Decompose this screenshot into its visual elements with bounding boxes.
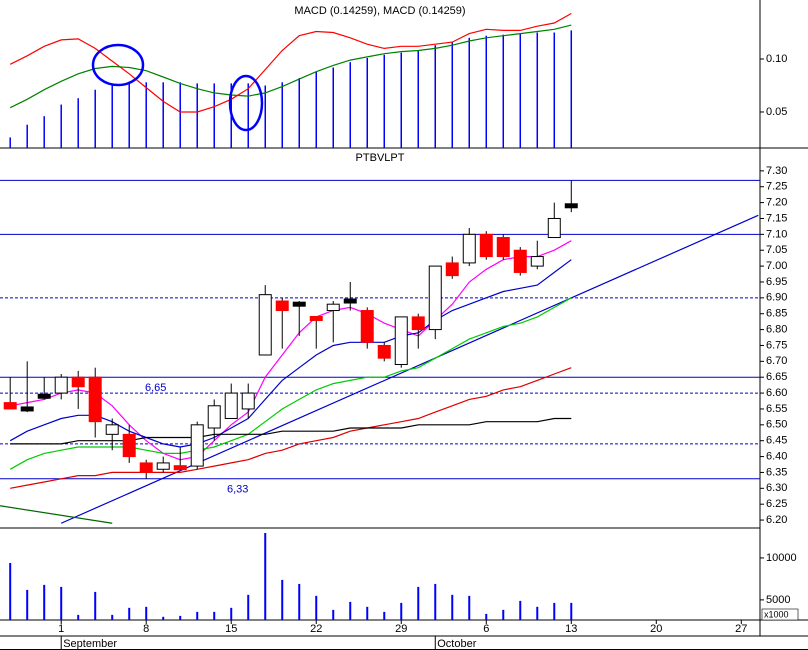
candle-body xyxy=(258,294,272,356)
y-tick-label: 6.25 xyxy=(766,498,787,510)
candle-body xyxy=(105,424,119,435)
volume-unit: x1000 xyxy=(764,609,789,619)
x-tick-label: 27 xyxy=(735,623,747,635)
y-tick-label: 6.60 xyxy=(766,387,787,399)
level-label: 6,65 xyxy=(145,382,166,394)
x-tick-label: 20 xyxy=(650,623,662,635)
y-tick-label: 0.05 xyxy=(766,106,787,118)
y-tick-label: 7.25 xyxy=(766,181,787,193)
y-tick-label: 6.75 xyxy=(766,339,787,351)
macd-line xyxy=(9,24,572,109)
x-tick-label: 29 xyxy=(395,623,407,635)
y-tick-label: 10000 xyxy=(766,552,797,564)
price-title: PTBVLPT xyxy=(356,152,405,164)
candle-body xyxy=(377,344,391,359)
level-label: 6,33 xyxy=(227,484,248,496)
candle-body xyxy=(292,301,306,307)
y-tick-label: 6.35 xyxy=(766,466,787,478)
x-tick-label: 1 xyxy=(58,623,64,635)
candle-body xyxy=(71,376,85,388)
trend-line xyxy=(0,505,113,524)
candle-body xyxy=(326,303,340,312)
candle-body xyxy=(3,402,17,410)
candle-body xyxy=(513,249,527,273)
x-tick-label: 6 xyxy=(483,623,489,635)
x-tick-label: 15 xyxy=(225,623,237,635)
y-tick-label: 7.05 xyxy=(766,244,787,256)
candle-body xyxy=(309,315,323,321)
candle-body xyxy=(224,392,238,419)
candle-body xyxy=(241,392,255,410)
candle-body xyxy=(428,265,442,331)
moving-average xyxy=(9,259,572,448)
month-label: September xyxy=(63,638,117,650)
y-tick-label: 6.95 xyxy=(766,276,787,288)
candle-body xyxy=(564,203,578,209)
candle-body xyxy=(37,393,51,399)
x-tick-label: 22 xyxy=(310,623,322,635)
y-tick-label: 7.15 xyxy=(766,212,787,224)
marks: 0.10 0.05 6.20 6.25 6.30 6.35 6.40 6.45 6.50 6.55… xyxy=(0,12,797,650)
candle-body xyxy=(462,233,476,264)
candle-body xyxy=(411,316,425,331)
candle-body xyxy=(139,462,153,473)
y-tick-label: 7.20 xyxy=(766,197,787,209)
candle-body xyxy=(360,310,374,343)
candle-body xyxy=(122,433,136,458)
y-tick-label: 7.10 xyxy=(766,228,787,240)
moving-average xyxy=(9,297,572,470)
y-tick-label: 7.00 xyxy=(766,260,787,272)
candle-body xyxy=(20,406,34,412)
macd-title: MACD (0.14259), MACD (0.14259) xyxy=(294,5,465,17)
y-tick-label: 6.30 xyxy=(766,482,787,494)
candle-body xyxy=(207,405,221,429)
y-tick-label: 0.10 xyxy=(766,53,787,65)
moving-average xyxy=(10,417,572,445)
candle-body xyxy=(445,262,459,277)
month-label: October xyxy=(437,638,476,650)
moving-average xyxy=(10,240,572,461)
candle-body xyxy=(190,424,204,467)
y-tick-label: 6.20 xyxy=(766,514,787,526)
highlight-circle xyxy=(228,74,264,132)
candle-body xyxy=(54,376,68,394)
y-tick-label: 6.40 xyxy=(766,450,787,462)
unit-box xyxy=(761,608,799,621)
candle-body xyxy=(394,316,408,366)
y-tick-label: 6.65 xyxy=(766,371,787,383)
x-tick-label: 8 xyxy=(143,623,149,635)
candle-body xyxy=(275,300,289,312)
highlight-circle xyxy=(91,43,145,87)
candle-body xyxy=(547,217,561,239)
y-tick-label: 6.45 xyxy=(766,435,787,447)
moving-average xyxy=(10,367,572,489)
y-tick-label: 6.50 xyxy=(766,419,787,431)
candle-body xyxy=(173,465,187,471)
candle-body xyxy=(496,237,510,258)
y-tick-label: 6.85 xyxy=(766,308,787,320)
y-tick-label: 7.30 xyxy=(766,165,787,177)
candle-body xyxy=(88,376,102,423)
candle-body xyxy=(343,298,357,304)
candle-body xyxy=(530,256,544,267)
macd-line xyxy=(9,12,572,113)
y-tick-label: 6.80 xyxy=(766,323,787,335)
y-tick-label: 6.55 xyxy=(766,403,787,415)
candle-body xyxy=(479,233,493,258)
y-tick-label: 5000 xyxy=(766,594,790,606)
y-tick-label: 6.90 xyxy=(766,292,787,304)
x-tick-label: 13 xyxy=(565,623,577,635)
y-tick-label: 6.70 xyxy=(766,355,787,367)
candle-body xyxy=(156,462,170,470)
